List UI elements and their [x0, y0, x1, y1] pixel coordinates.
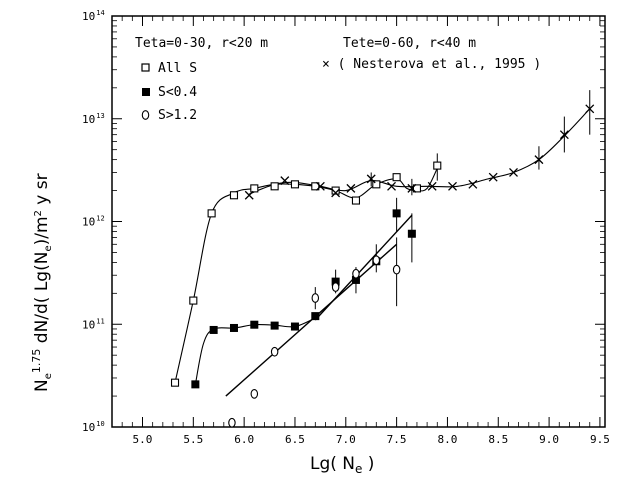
point-s-gt-12	[392, 264, 401, 275]
data-points	[170, 104, 595, 428]
point-all-s	[433, 161, 442, 170]
y-tick-exponent: 13	[96, 112, 104, 120]
point-all-s	[250, 184, 259, 193]
point-s-lt-04	[209, 325, 218, 334]
point-s-lt-04	[311, 312, 320, 321]
point-all-s	[229, 191, 239, 200]
x-tick-label: 7.0	[336, 433, 356, 446]
point-nesterova	[448, 181, 457, 191]
point-s-lt-04	[407, 229, 416, 238]
point-s-gt-12	[270, 346, 279, 357]
point-nesterova	[331, 188, 341, 198]
point-all-s	[412, 184, 421, 193]
point-nesterova	[559, 130, 569, 140]
point-all-s	[207, 209, 216, 218]
point-nesterova	[244, 190, 254, 200]
x-tick-label: 5.5	[183, 433, 203, 446]
x-tick-label: 9.5	[590, 433, 610, 446]
point-nesterova	[387, 181, 396, 191]
x-axis-label: Lg( Ne )	[310, 454, 374, 476]
x-tick-label: 6.5	[285, 433, 305, 446]
point-nesterova	[427, 181, 437, 191]
point-s-lt-04	[229, 323, 238, 332]
point-all-s	[189, 296, 198, 305]
point-all-s	[331, 186, 340, 195]
point-s-lt-04	[270, 321, 279, 330]
x-tick-label: 9.0	[539, 433, 559, 446]
point-nesterova	[407, 183, 417, 193]
point-s-lt-04	[290, 322, 299, 331]
y-tick-label: 1013	[82, 112, 105, 126]
x-tick-label: 5.0	[133, 433, 153, 446]
plot-frame	[111, 15, 606, 428]
x-tick-label: 7.5	[387, 433, 407, 446]
point-all-s	[351, 196, 361, 205]
x-axis-ticks: 5.0 5.5 6.0 6.5 7.0 7.5 8.0 8.5 9.0 9.5	[121, 16, 610, 446]
point-s-gt-12	[352, 268, 360, 279]
point-all-s	[290, 180, 300, 189]
x-tick-label: 6.0	[234, 433, 254, 446]
y-tick-label: 1010	[82, 420, 105, 434]
y-tick-label: 1012	[82, 215, 105, 229]
point-nesterova	[585, 104, 595, 114]
point-s-gt-12	[331, 282, 340, 292]
point-s-lt-04	[351, 275, 360, 284]
point-all-s	[170, 378, 180, 387]
legend-marker-all-s	[141, 63, 150, 72]
point-nesterova	[366, 174, 376, 184]
point-s-lt-04	[250, 320, 259, 329]
series-curve-0	[174, 167, 438, 383]
y-tick-label: 1014	[82, 9, 105, 23]
y-tick-exponent: 11	[96, 317, 104, 325]
point-nesterova	[346, 183, 356, 193]
annotation-left: Teta=0-30, r<20 m	[135, 36, 268, 51]
point-nesterova	[509, 168, 518, 177]
legend-label-s-lt-04: S<0.4	[158, 85, 197, 100]
y-tick-exponent: 14	[96, 9, 104, 17]
legend-marker-s-gt-12	[141, 110, 150, 120]
legend: All S S<0.4 S>1.2	[141, 61, 197, 123]
fit-curves	[174, 108, 591, 397]
y-tick-exponent: 12	[96, 215, 104, 223]
y-tick-label: 1011	[82, 317, 105, 331]
point-s-lt-04	[392, 209, 401, 218]
y-tick-exponent: 10	[96, 420, 104, 428]
point-nesterova	[315, 181, 325, 191]
point-all-s	[372, 180, 381, 189]
y-axis-label: Ne1.75 dN/d( Lg(Ne)/m2 y sr	[30, 173, 54, 392]
point-nesterova	[534, 155, 544, 165]
point-all-s	[270, 182, 279, 191]
point-all-s	[311, 182, 320, 191]
x-tick-label: 8.0	[438, 433, 458, 446]
point-s-lt-04	[331, 277, 340, 286]
annotation-reference: × ( Nesterova et al., 1995 )	[322, 57, 541, 72]
annotation-right: Tete=0-60, r<40 m	[343, 36, 476, 51]
point-nesterova	[280, 176, 290, 186]
point-s-lt-04	[191, 380, 200, 389]
legend-marker-s-lt-04	[142, 88, 150, 96]
point-all-s	[392, 173, 401, 182]
series-fit-line-2	[225, 243, 398, 397]
point-s-gt-12	[228, 417, 236, 428]
point-nesterova	[468, 179, 478, 189]
point-nesterova	[488, 172, 498, 182]
x-tick-label: 8.5	[488, 433, 508, 446]
point-s-gt-12	[372, 255, 381, 266]
legend-label-s-gt-12: S>1.2	[158, 108, 197, 123]
legend-label-all-s: All S	[158, 61, 197, 76]
point-s-gt-12	[311, 293, 320, 303]
point-s-gt-12	[250, 389, 259, 399]
